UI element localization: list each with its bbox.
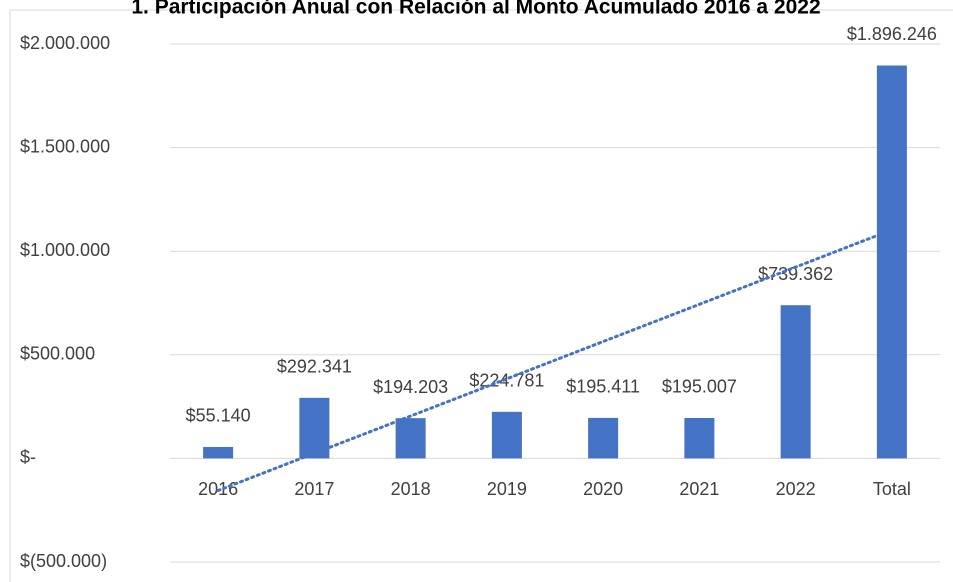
- trendline: [216, 228, 894, 493]
- bar: [203, 446, 234, 459]
- x-tick-label: 2017: [294, 479, 334, 499]
- data-label: $55.140: [186, 406, 251, 426]
- chart-border: [9, 9, 953, 582]
- data-label: $195.411: [566, 377, 640, 397]
- x-tick-label: Total: [873, 479, 911, 499]
- y-tick-label: $(500.000): [20, 551, 107, 571]
- x-tick-label: 2019: [487, 479, 527, 499]
- bar: [491, 411, 522, 459]
- data-label: $194.203: [373, 377, 448, 397]
- bar: [876, 65, 907, 459]
- chart-title: 1. Participación Anual con Relación al M…: [131, 0, 820, 19]
- x-tick-label: 2018: [391, 479, 431, 499]
- x-tick-label: 2022: [776, 479, 816, 499]
- data-label: $292.341: [277, 357, 352, 377]
- y-tick-label: $1.000.000: [20, 240, 110, 260]
- bar: [395, 418, 426, 459]
- bar: [780, 305, 811, 459]
- data-label: $739.362: [758, 264, 833, 284]
- bar: [684, 417, 715, 459]
- x-tick-label: 2020: [583, 479, 623, 499]
- data-label: $195.007: [662, 377, 737, 397]
- y-tick-label: $-: [20, 447, 36, 467]
- y-tick-label: $500.000: [20, 344, 95, 364]
- y-tick-label: $1.500.000: [20, 136, 110, 156]
- x-tick-label: 2021: [679, 479, 719, 499]
- y-tick-label: $2.000.000: [20, 33, 110, 53]
- bar: [588, 417, 619, 459]
- data-label: $1.896.246: [847, 24, 937, 44]
